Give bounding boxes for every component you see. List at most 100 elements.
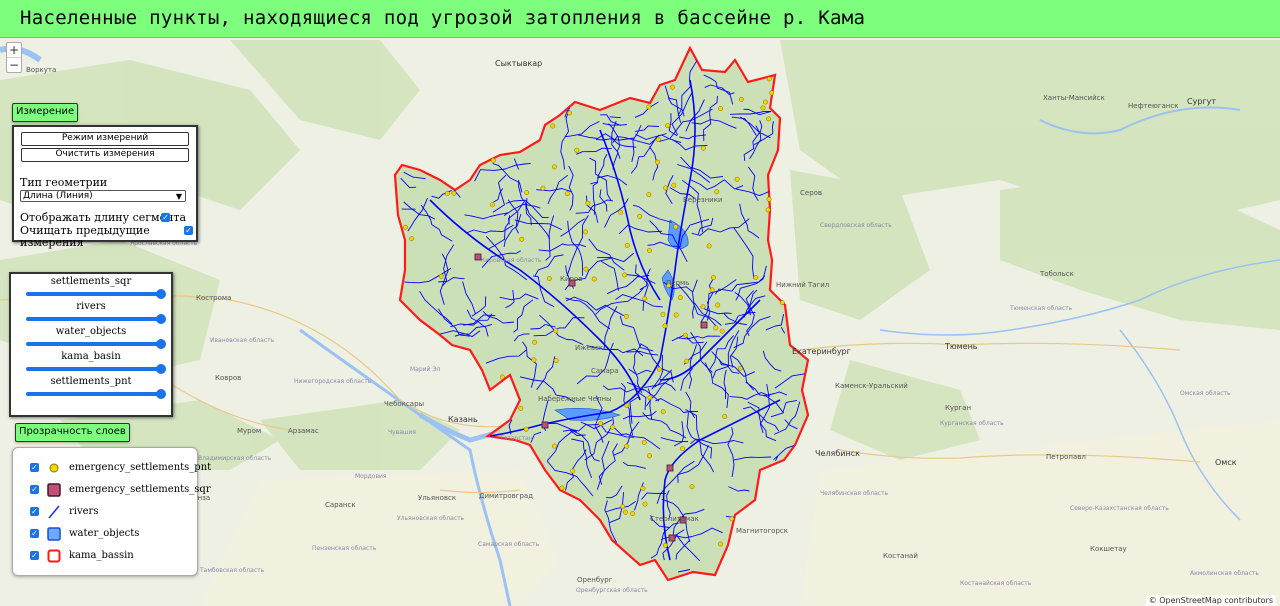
settlement-point[interactable] bbox=[620, 504, 626, 510]
settlement-point[interactable] bbox=[582, 229, 588, 235]
slider-handle[interactable] bbox=[156, 314, 166, 324]
settlement-point[interactable] bbox=[499, 374, 505, 380]
settlement-point[interactable] bbox=[574, 147, 580, 153]
settlement-point[interactable] bbox=[642, 296, 648, 302]
settlement-point[interactable] bbox=[623, 509, 628, 515]
settlement-point[interactable] bbox=[451, 190, 457, 196]
settlement-point[interactable] bbox=[647, 453, 652, 459]
settlement-point[interactable] bbox=[637, 213, 643, 219]
geometry-type-select[interactable]: Длина (Линия) ▼ bbox=[20, 190, 186, 202]
opacity-slider[interactable] bbox=[26, 339, 166, 349]
settlement-point[interactable] bbox=[559, 485, 565, 491]
settlement-point[interactable] bbox=[553, 358, 559, 363]
settlement-point[interactable] bbox=[673, 224, 679, 230]
settlement-point[interactable] bbox=[689, 484, 695, 490]
settlement-point[interactable] bbox=[610, 424, 615, 430]
settlement-point[interactable] bbox=[438, 273, 444, 279]
settlement-point[interactable] bbox=[524, 190, 530, 196]
settlement-point[interactable] bbox=[570, 468, 576, 474]
settlement-point[interactable] bbox=[769, 90, 775, 96]
settlement-point[interactable] bbox=[779, 300, 785, 306]
settlement-point[interactable] bbox=[624, 242, 630, 248]
settlement-point[interactable] bbox=[531, 357, 537, 363]
opacity-toggle-button[interactable]: Прозрачность слоев bbox=[15, 423, 130, 442]
layer-checkbox[interactable]: ✓ bbox=[30, 463, 39, 472]
clear-previous-checkbox[interactable]: ✓ bbox=[184, 226, 193, 235]
settlement-point[interactable] bbox=[567, 110, 572, 116]
settlement-point[interactable] bbox=[713, 325, 719, 331]
settlement-point[interactable] bbox=[765, 207, 771, 213]
settlement-point[interactable] bbox=[718, 541, 724, 547]
settlement-point[interactable] bbox=[641, 439, 647, 445]
settlement-point[interactable] bbox=[655, 137, 661, 142]
settlement-point[interactable] bbox=[737, 365, 743, 371]
settlement-point[interactable] bbox=[550, 123, 556, 129]
settlement-point[interactable] bbox=[710, 275, 716, 281]
settlement-point[interactable] bbox=[729, 516, 735, 522]
settlement-point[interactable] bbox=[646, 248, 652, 253]
settlement-point[interactable] bbox=[622, 272, 628, 278]
layer-checkbox[interactable]: ✓ bbox=[30, 551, 39, 560]
settlement-point[interactable] bbox=[665, 123, 671, 129]
settlement-point[interactable] bbox=[655, 159, 660, 165]
settlement-point[interactable] bbox=[640, 485, 646, 491]
opacity-slider[interactable] bbox=[26, 364, 166, 374]
settlement-point[interactable] bbox=[666, 282, 672, 288]
settlement-point[interactable] bbox=[700, 145, 706, 151]
slider-handle[interactable] bbox=[156, 389, 166, 399]
layer-checkbox[interactable]: ✓ bbox=[30, 485, 39, 494]
settlement-point[interactable] bbox=[760, 105, 766, 111]
settlement-point[interactable] bbox=[763, 99, 768, 105]
settlement-point[interactable] bbox=[766, 76, 772, 82]
measure-toggle-button[interactable]: Измерение bbox=[12, 103, 79, 122]
settlement-point[interactable] bbox=[546, 276, 552, 282]
settlement-point[interactable] bbox=[706, 243, 712, 249]
settlement-point[interactable] bbox=[677, 295, 683, 301]
settlement-point[interactable] bbox=[662, 323, 668, 329]
settlement-point[interactable] bbox=[624, 443, 630, 449]
settlement-point[interactable] bbox=[518, 405, 524, 411]
settlement-square[interactable] bbox=[679, 516, 687, 524]
show-segment-length-checkbox[interactable]: ✓ bbox=[161, 213, 170, 222]
settlement-point[interactable] bbox=[660, 409, 666, 415]
settlement-point[interactable] bbox=[623, 313, 629, 319]
map-attribution[interactable]: © OpenStreetMap contributors bbox=[1145, 595, 1276, 606]
settlement-point[interactable] bbox=[552, 443, 557, 449]
settlement-point[interactable] bbox=[718, 106, 724, 112]
settlement-point[interactable] bbox=[719, 328, 725, 334]
settlement-point[interactable] bbox=[618, 209, 624, 215]
settlement-point[interactable] bbox=[647, 395, 653, 400]
settlement-point[interactable] bbox=[598, 421, 604, 426]
settlement-point[interactable] bbox=[490, 157, 496, 163]
settlement-point[interactable] bbox=[722, 413, 728, 419]
zoom-in-button[interactable]: + bbox=[8, 43, 20, 57]
opacity-slider[interactable] bbox=[26, 389, 166, 399]
settlement-point[interactable] bbox=[409, 236, 415, 242]
settlement-point[interactable] bbox=[624, 403, 630, 409]
settlement-point[interactable] bbox=[738, 96, 744, 102]
clear-measurements-button[interactable]: Очистить измерения bbox=[21, 148, 189, 162]
settlement-point[interactable] bbox=[585, 200, 591, 206]
settlement-square[interactable] bbox=[541, 421, 549, 429]
settlement-point[interactable] bbox=[445, 191, 450, 196]
opacity-slider[interactable] bbox=[26, 314, 166, 324]
slider-handle[interactable] bbox=[156, 289, 166, 299]
settlement-point[interactable] bbox=[709, 287, 715, 293]
settlement-point[interactable] bbox=[753, 275, 759, 280]
opacity-slider[interactable] bbox=[26, 289, 166, 299]
slider-handle[interactable] bbox=[156, 364, 166, 374]
settlement-point[interactable] bbox=[766, 196, 772, 202]
settlement-point[interactable] bbox=[663, 185, 668, 191]
settlement-point[interactable] bbox=[662, 542, 668, 548]
settlement-point[interactable] bbox=[683, 332, 688, 338]
settlement-point[interactable] bbox=[553, 328, 559, 334]
settlement-point[interactable] bbox=[669, 84, 675, 90]
settlement-point[interactable] bbox=[532, 339, 538, 345]
settlement-point[interactable] bbox=[715, 302, 721, 308]
measure-mode-button[interactable]: Режим измерений bbox=[21, 132, 189, 146]
settlement-point[interactable] bbox=[591, 276, 597, 282]
settlement-point[interactable] bbox=[684, 358, 690, 364]
settlement-point[interactable] bbox=[489, 202, 495, 208]
settlement-square[interactable] bbox=[666, 464, 674, 472]
layer-checkbox[interactable]: ✓ bbox=[30, 529, 39, 538]
